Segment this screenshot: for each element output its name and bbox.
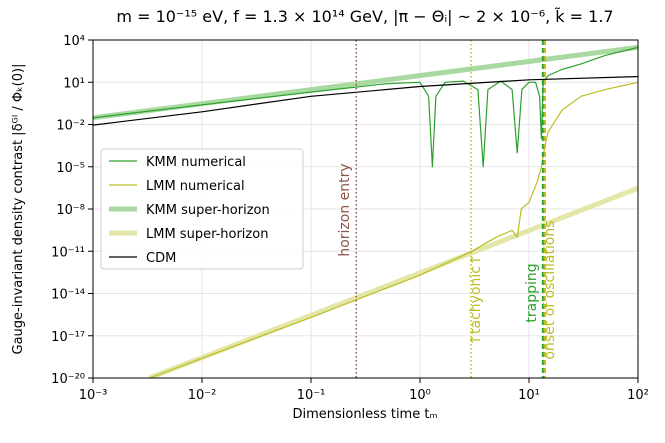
legend-label: LMM numerical [146, 179, 245, 194]
legend-label: LMM super-horizon [146, 227, 268, 242]
y-tick-label: 10⁻²⁰ [51, 372, 85, 387]
x-tick-label: 10¹ [518, 388, 540, 403]
series-line [149, 81, 638, 378]
y-tick-label: 10⁻¹¹ [51, 245, 85, 260]
y-tick-label: 10⁻¹⁷ [51, 330, 85, 345]
x-tick-label: 10⁻² [188, 388, 217, 403]
reference-label: trapping [524, 263, 540, 322]
series-line [148, 185, 638, 378]
y-tick-label: 10⁻⁵ [56, 161, 85, 176]
y-axis-label: Gauge-invariant density contrast |δᴳᴵ / … [11, 64, 26, 355]
legend-box [100, 148, 304, 270]
axes-frame [92, 39, 639, 379]
legend-label: KMM super-horizon [146, 203, 270, 218]
y-tick-label: 10⁻⁸ [56, 203, 85, 218]
legend-label: CDM [146, 251, 176, 266]
plot-area [93, 44, 638, 378]
x-axis-label: Dimensionless time tₘ [292, 407, 437, 422]
y-tick-label: 10⁴ [63, 34, 85, 49]
x-tick-label: 10² [627, 388, 649, 403]
x-tick-label: 10⁻³ [79, 388, 108, 403]
x-tick-label: 10⁻¹ [297, 388, 326, 403]
series-line [93, 44, 638, 121]
legend-label: KMM numerical [146, 155, 246, 170]
reference-label: onset of oscillations [542, 220, 558, 359]
reference-label: ↑tachyonic↑ [468, 254, 484, 345]
y-tick-label: 10¹ [63, 76, 85, 91]
y-tick-label: 10⁻¹⁴ [51, 288, 85, 303]
reference-label: horizon entry [337, 163, 353, 256]
y-tick-label: 10⁻² [56, 119, 85, 134]
x-tick-label: 10⁰ [409, 388, 431, 403]
series-line [93, 76, 638, 126]
chart-title: m = 10⁻¹⁵ eV, f = 1.3 × 10¹⁴ GeV, |π − Θ… [116, 7, 613, 26]
